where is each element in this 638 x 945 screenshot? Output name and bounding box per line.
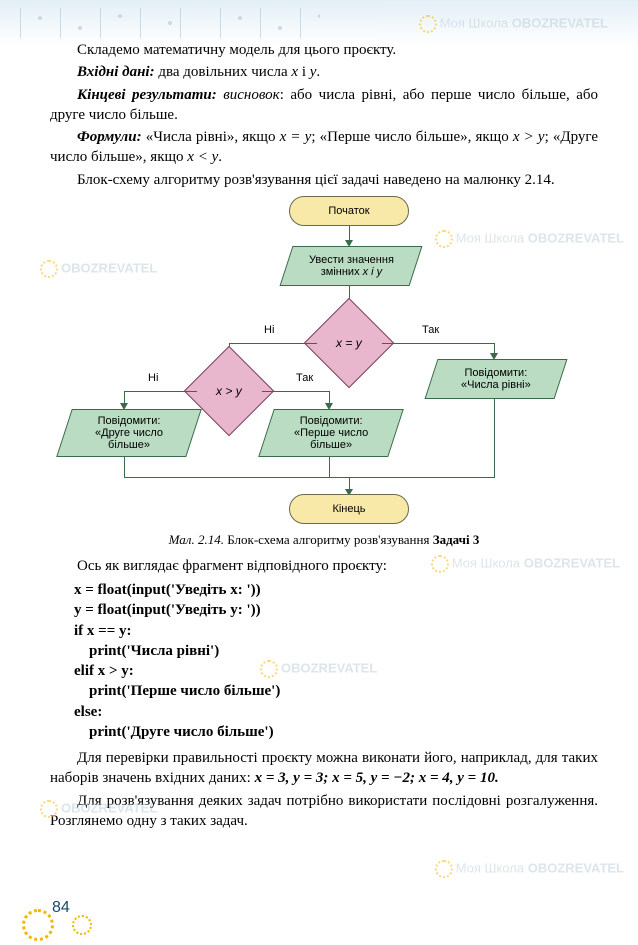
flowchart-connector [229,343,317,344]
textbook-page: Моя Школа OBOZREVATEL Моя Школа OBOZREVA… [0,0,638,945]
decorative-circuit-header [0,0,638,45]
flowchart-output-equal: Повідомити:«Числа рівні» [425,359,568,399]
paragraph: Блок-схему алгоритму розв'язування цієї … [50,170,598,190]
flowchart-label-no: Ні [148,372,158,384]
flowchart-end: Кінець [289,494,409,524]
code-block: x = float(input('Уведіть x: ')) y = floa… [74,580,598,742]
paragraph: Для перевірки правильності проєкту можна… [50,748,598,789]
page-number: 84 [52,899,70,917]
flowchart-output-second: Повідомити:«Друге числобільше» [56,409,202,457]
flowchart-connector [329,457,330,477]
flowchart-start: Початок [289,196,409,226]
flowchart-input: Увести значеннязмінних x і y [280,246,423,286]
flowchart-label-yes: Так [422,324,439,336]
flowchart-connector [382,343,494,344]
paragraph: Для розв'язування деяких задач потрібно … [50,791,598,832]
watermark: Моя Школа OBOZREVATEL [435,860,624,878]
flowchart-connector [124,477,495,478]
gear-icon [72,915,92,935]
flowchart-connector [124,457,125,477]
paragraph: Формули: «Числа рівні», якщо x = y; «Пер… [50,127,598,168]
paragraph: Вхідні дані: два довільних числа x і y. [50,62,598,82]
flowchart-connector [124,391,197,392]
flowchart-decision: x = y [304,297,395,388]
paragraph: Ось як виглядає фрагмент відповідного пр… [50,556,598,576]
figure-caption: Мал. 2.14. Блок-схема алгоритму розв'язу… [50,532,598,548]
gear-icon [22,909,54,941]
flowchart-label-no: Ні [264,324,274,336]
flowchart: Початок Увести значеннязмінних x і y x =… [64,196,584,526]
flowchart-connector [262,391,329,392]
paragraph: Кінцеві результати: висновок: або числа … [50,85,598,126]
flowchart-connector [494,399,495,477]
flowchart-label-yes: Так [296,372,313,384]
flowchart-output-first: Повідомити:«Перше числобільше» [258,409,404,457]
page-number-badge: 84 [30,895,90,927]
